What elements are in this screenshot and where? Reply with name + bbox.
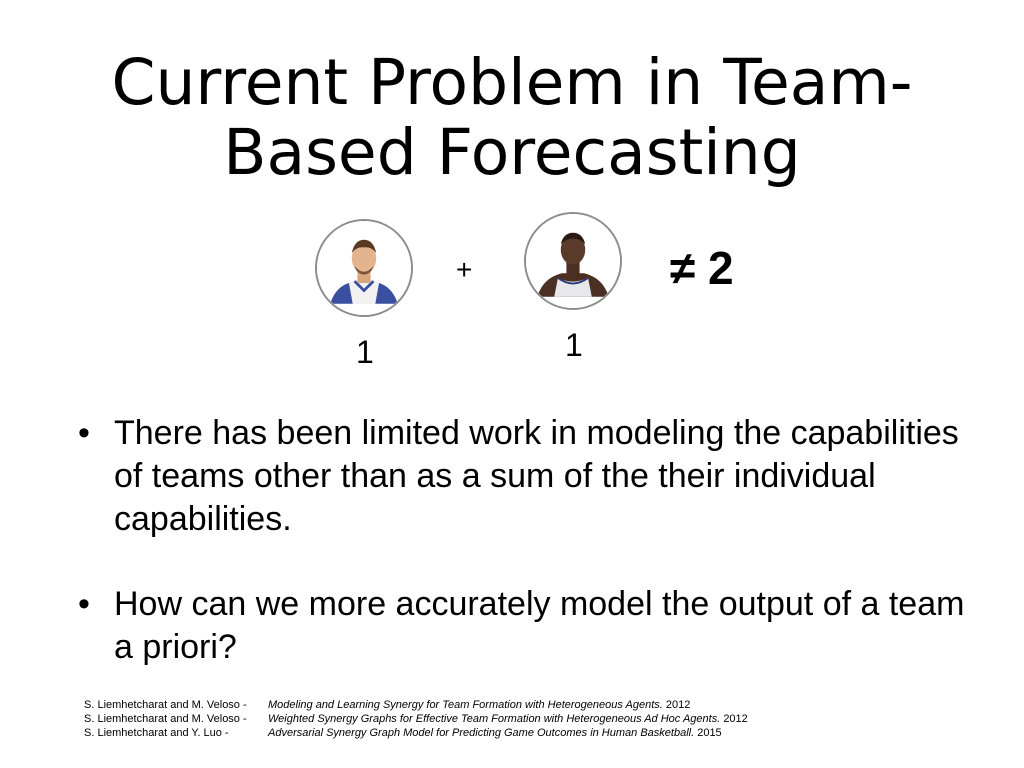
slide-title-line-2: Based Forecasting [223, 116, 801, 189]
bullet-marker: • [78, 414, 90, 452]
bullet-text: There has been limited work in modeling … [114, 414, 959, 538]
reference-item: S. Liemhetcharat and M. Veloso - Weighte… [84, 712, 984, 726]
reference-authors: S. Liemhetcharat and M. Veloso - [84, 713, 247, 725]
slide-title: Current Problem in Team- Based Forecasti… [0, 48, 1024, 188]
player-avatar-icon [317, 221, 411, 315]
reference-year: 2012 [723, 713, 748, 725]
plus-sign: + [456, 254, 473, 285]
bullet-text: How can we more accurately model the out… [114, 585, 965, 666]
reference-authors: S. Liemhetcharat and Y. Luo - [84, 727, 229, 739]
references: S. Liemhetcharat and M. Veloso - Modelin… [84, 698, 984, 740]
player-1-avatar [315, 219, 413, 317]
bullet-item: • There has been limited work in modelin… [78, 412, 978, 541]
reference-authors: S. Liemhetcharat and M. Veloso - [84, 699, 247, 711]
player-2-avatar [524, 212, 622, 310]
reference-title: Weighted Synergy Graphs for Effective Te… [268, 713, 721, 725]
reference-item: S. Liemhetcharat and M. Veloso - Modelin… [84, 698, 984, 712]
reference-title: Modeling and Learning Synergy for Team F… [268, 699, 663, 711]
player-1-value: 1 [356, 334, 374, 370]
reference-title: Adversarial Synergy Graph Model for Pred… [268, 727, 695, 739]
bullet-list: • There has been limited work in modelin… [78, 412, 978, 669]
slide-title-line-1: Current Problem in Team- [111, 46, 913, 119]
player-2-value: 1 [565, 327, 583, 363]
bullet-marker: • [78, 585, 90, 623]
reference-year: 2015 [697, 727, 722, 739]
reference-year: 2012 [665, 699, 691, 711]
not-equal-two: ≠ 2 [670, 242, 734, 294]
reference-item: S. Liemhetcharat and Y. Luo - Adversaria… [84, 726, 984, 740]
bullet-item: • How can we more accurately model the o… [78, 583, 978, 669]
player-avatar-icon [526, 214, 620, 308]
